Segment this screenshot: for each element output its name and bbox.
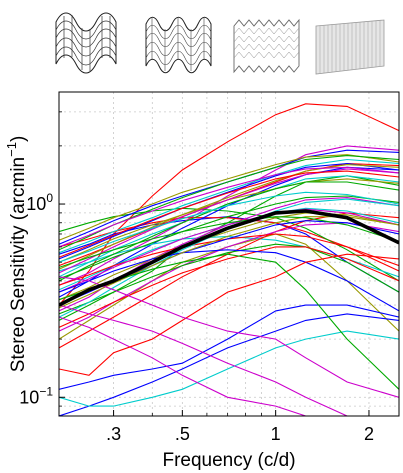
corrugation-stimulus-3 (233, 18, 300, 74)
observer-series-line (59, 249, 399, 312)
observer-series-line (59, 216, 399, 293)
observer-series-line (59, 208, 399, 293)
observer-series-line (59, 233, 399, 340)
mean-series-line (59, 209, 399, 307)
observer-series-line (59, 304, 399, 390)
x-tick-label: 2 (364, 424, 374, 444)
plot-frame (58, 91, 400, 417)
corrugation-stimulus-2 (145, 16, 212, 74)
x-axis-title: Frequency (c/d) (162, 450, 295, 471)
observer-series-line (59, 178, 399, 263)
observer-series-line (59, 316, 308, 416)
series-layer (59, 103, 399, 416)
y-axis-title: Stereo Sensitivity (arcmin−1) (4, 136, 29, 373)
observer-series-line (59, 155, 399, 251)
observer-series-line (59, 253, 399, 376)
observer-series-line (59, 198, 399, 318)
observer-series-line (59, 216, 399, 309)
observer-series-line (59, 233, 399, 286)
observer-series-line (59, 149, 399, 245)
observer-series-line (59, 246, 399, 328)
observer-series-line (59, 207, 399, 282)
y-tick-label: 100 (26, 191, 53, 214)
observer-series-line (59, 304, 350, 416)
observer-series-line (59, 222, 399, 332)
corrugation-stimulus-1 (55, 12, 117, 74)
mean-layer (59, 209, 399, 307)
observer-series-line (59, 170, 399, 258)
x-tick-label: .3 (106, 424, 121, 444)
corrugation-stimulus-4 (315, 19, 385, 75)
observer-series-line (59, 181, 399, 282)
observer-series-line (59, 216, 399, 268)
x-tick-label: .5 (175, 424, 190, 444)
observer-series-line (59, 195, 399, 280)
observer-series-line (59, 191, 399, 263)
observer-series-line (59, 313, 399, 416)
observer-series-line (59, 158, 399, 254)
axis-ticks: .3 .5 1 2 10−1 100 (19, 111, 374, 444)
observer-series-line (59, 166, 399, 248)
observer-series-line (59, 154, 399, 241)
observer-series-line (59, 243, 399, 315)
observer-series-line (59, 330, 399, 407)
y-tick-label: 10−1 (19, 384, 53, 407)
x-tick-label: 1 (271, 424, 281, 444)
